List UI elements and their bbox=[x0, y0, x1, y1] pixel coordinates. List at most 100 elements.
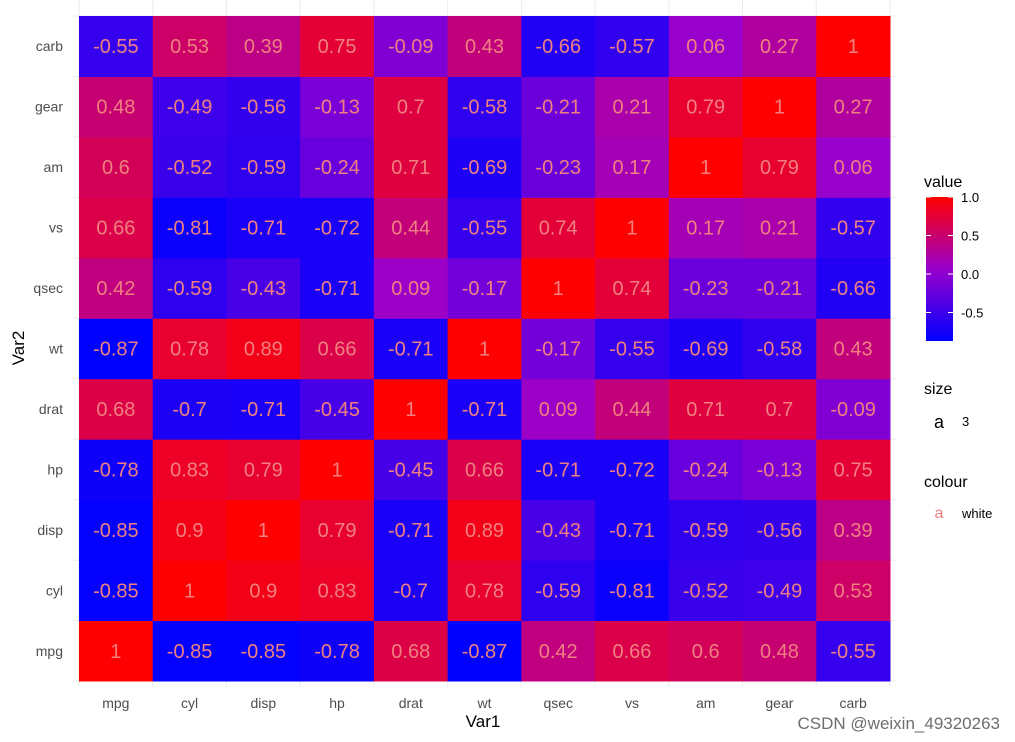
heatmap-cell-carb-gear bbox=[816, 76, 891, 138]
heatmap-cell-cyl-drat bbox=[152, 378, 227, 440]
y-axis-ticks: mpg cyl disp hp drat wt qsec vs am gear carb bbox=[33, 38, 63, 659]
cell-value-label: 1 bbox=[258, 520, 269, 542]
cell-value-label: 1 bbox=[184, 580, 195, 602]
heatmap-cell-am-hp bbox=[668, 439, 744, 501]
cell-value-label: -0.71 bbox=[535, 459, 581, 481]
cell-value-label: 0.79 bbox=[244, 459, 283, 481]
cell-value-label: 0.21 bbox=[612, 97, 651, 119]
cell-value-label: 0.17 bbox=[612, 157, 651, 179]
y-tick-label: qsec bbox=[33, 280, 63, 296]
heatmap-cell-mpg-gear bbox=[79, 76, 154, 138]
heatmap-cell-drat-mpg bbox=[373, 620, 449, 682]
heatmap-cell-hp-gear bbox=[300, 76, 375, 138]
heatmap-cell-qsec-carb bbox=[521, 16, 596, 77]
heatmap-cell-qsec-am bbox=[521, 136, 596, 198]
cell-value-label: 0.44 bbox=[391, 218, 430, 240]
heatmap-cell-hp-carb bbox=[300, 16, 375, 77]
cell-value-label: 0.7 bbox=[397, 97, 425, 119]
heatmap-cell-am-carb bbox=[668, 16, 744, 77]
cell-value-label: 1 bbox=[626, 218, 637, 240]
heatmap-cell-wt-hp bbox=[447, 439, 522, 501]
cell-value-label: 0.78 bbox=[170, 339, 209, 361]
x-tick-label: cyl bbox=[181, 695, 198, 711]
cell-value-label: 0.09 bbox=[539, 399, 578, 421]
cell-value-label: -0.17 bbox=[462, 278, 508, 300]
heatmap-cell-carb-disp bbox=[816, 499, 891, 561]
heatmap-cell-drat-gear bbox=[373, 76, 449, 138]
x-tick-label: am bbox=[696, 695, 715, 711]
cell-value-label: 0.27 bbox=[834, 97, 873, 119]
legend-colour-value: white bbox=[961, 506, 992, 521]
cell-value-label: -0.17 bbox=[535, 339, 581, 361]
heatmap-cell-vs-disp bbox=[595, 499, 670, 561]
heatmap-cell-cyl-gear bbox=[152, 76, 227, 138]
cell-value-label: 0.66 bbox=[96, 218, 135, 240]
cell-value-label: -0.57 bbox=[830, 218, 876, 240]
heatmap-cell-gear-hp bbox=[742, 439, 817, 501]
cell-value-label: -0.81 bbox=[609, 580, 655, 602]
heatmap-cell-carb-mpg bbox=[816, 620, 891, 682]
y-tick-label: disp bbox=[37, 522, 63, 538]
heatmap-cell-disp-carb bbox=[226, 16, 301, 77]
heatmap-cell-drat-qsec bbox=[373, 257, 449, 319]
legend-colorbar-ticks: 1.0 0.5 0.0 -0.5 bbox=[926, 190, 983, 321]
cell-value-label: -0.57 bbox=[609, 36, 655, 58]
cell-value-label: -0.72 bbox=[609, 459, 655, 481]
cell-value-label: -0.58 bbox=[462, 97, 508, 119]
cell-value-label: 0.66 bbox=[465, 459, 504, 481]
cell-value-label: 0.6 bbox=[102, 157, 130, 179]
legend-value-title: value bbox=[924, 174, 962, 191]
y-tick-label: wt bbox=[48, 341, 63, 357]
heatmap-cell-qsec-hp bbox=[521, 439, 596, 501]
y-tick-label: mpg bbox=[36, 643, 63, 659]
heatmap-cell-gear-qsec bbox=[742, 257, 817, 319]
cell-value-label: 1 bbox=[774, 97, 785, 119]
heatmap-cell-vs-carb bbox=[595, 16, 670, 77]
heatmap-cell-vs-mpg bbox=[595, 620, 670, 682]
cell-value-label: 0.79 bbox=[686, 97, 725, 119]
cell-value-label: 1 bbox=[479, 339, 490, 361]
x-tick-label: drat bbox=[399, 695, 423, 711]
heatmap-cell-am-drat bbox=[668, 378, 744, 440]
heatmap-cell-mpg-carb bbox=[79, 16, 154, 77]
cell-value-label: 0.09 bbox=[391, 278, 430, 300]
heatmap-cell-gear-carb bbox=[742, 16, 817, 77]
cell-value-label: 0.68 bbox=[96, 399, 135, 421]
heatmap-cell-am-vs bbox=[668, 197, 744, 259]
cell-value-label: -0.55 bbox=[93, 36, 139, 58]
x-tick-label: qsec bbox=[543, 695, 573, 711]
legend-colour-title: colour bbox=[924, 474, 968, 491]
legend-tick-label: -0.5 bbox=[961, 306, 983, 321]
cell-value-label: 0.39 bbox=[834, 520, 873, 542]
cell-value-label: -0.56 bbox=[757, 520, 803, 542]
cell-value-label: -0.78 bbox=[314, 641, 360, 663]
cell-value-label: 0.71 bbox=[391, 157, 430, 179]
cell-value-label: -0.85 bbox=[93, 580, 139, 602]
y-tick-label: carb bbox=[36, 38, 63, 54]
y-tick-label: vs bbox=[49, 220, 63, 236]
y-axis-title: Var2 bbox=[9, 331, 28, 366]
cell-value-label: -0.23 bbox=[535, 157, 581, 179]
heatmap-cell-vs-wt bbox=[595, 318, 670, 380]
heatmap-cell-wt-carb bbox=[447, 16, 522, 77]
cell-value-label: -0.87 bbox=[462, 641, 508, 663]
cell-value-label: 0.9 bbox=[176, 520, 204, 542]
cell-value-label: 0.06 bbox=[686, 36, 725, 58]
heatmap-cell-mpg-cyl bbox=[79, 560, 154, 622]
heatmap-cell-wt-cyl bbox=[447, 560, 522, 622]
heatmap-cell-drat-am bbox=[373, 136, 449, 198]
y-tick-label: am bbox=[44, 159, 63, 175]
cell-value-label: -0.71 bbox=[241, 218, 287, 240]
heatmap-cell-wt-drat bbox=[447, 378, 522, 440]
heatmap-cell-wt-gear bbox=[447, 76, 522, 138]
y-tick-label: drat bbox=[39, 401, 63, 417]
cell-value-label: -0.24 bbox=[314, 157, 360, 179]
cell-value-label: -0.7 bbox=[172, 399, 206, 421]
cell-value-label: -0.21 bbox=[535, 97, 581, 119]
heatmap-cell-vs-qsec bbox=[595, 257, 670, 319]
cell-value-label: -0.87 bbox=[93, 339, 139, 361]
cell-value-label: -0.59 bbox=[241, 157, 287, 179]
cell-value-label: -0.52 bbox=[167, 157, 213, 179]
heatmap-cell-am-gear bbox=[668, 76, 744, 138]
